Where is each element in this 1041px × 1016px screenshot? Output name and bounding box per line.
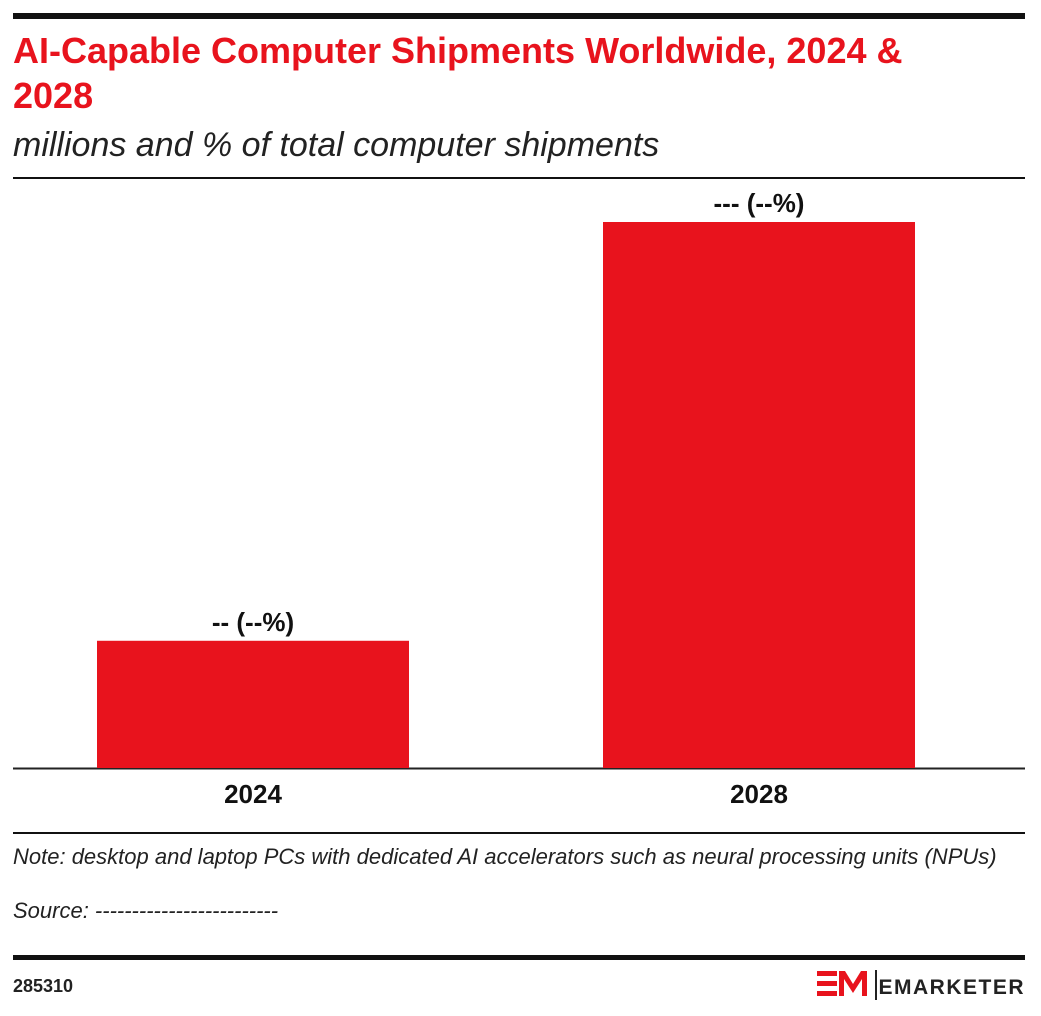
source: Source: ------------------------- [13, 898, 279, 923]
brand: EMARKETER [878, 976, 1025, 999]
chart-subtitle: millions and % of total computer shipmen… [13, 126, 660, 164]
chart-title: AI-Capable Computer Shipments Worldwide,… [13, 30, 903, 116]
logo-divider [875, 970, 877, 1000]
header-rule [13, 177, 1025, 179]
chart-id: 285310 [13, 976, 74, 996]
bottom-rule [13, 955, 1025, 960]
bar [97, 640, 409, 768]
logo: EMARKETER [817, 970, 1025, 1000]
x-tick-label: 2028 [730, 779, 788, 809]
logo-mark [817, 971, 867, 996]
x-tick-label: 2024 [224, 779, 282, 809]
note: Note: desktop and laptop PCs with dedica… [13, 844, 997, 869]
footer-rule [13, 832, 1025, 834]
value-label: --- (--%) [714, 188, 805, 218]
bar [603, 222, 915, 768]
chart: -- (--%) 2024 --- (--%) 2028 [13, 188, 1025, 809]
top-rule [13, 13, 1025, 19]
value-label: -- (--%) [212, 607, 294, 637]
